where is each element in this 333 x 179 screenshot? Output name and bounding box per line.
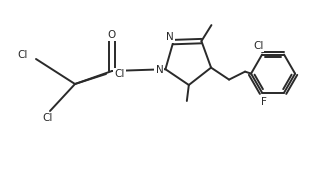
Text: Cl: Cl xyxy=(18,50,28,60)
Text: Cl: Cl xyxy=(43,113,53,123)
Text: F: F xyxy=(261,97,267,107)
Text: O: O xyxy=(108,30,116,40)
Text: Cl: Cl xyxy=(114,69,124,79)
Text: N: N xyxy=(166,32,174,42)
Text: N: N xyxy=(156,65,163,75)
Text: Cl: Cl xyxy=(253,41,263,50)
